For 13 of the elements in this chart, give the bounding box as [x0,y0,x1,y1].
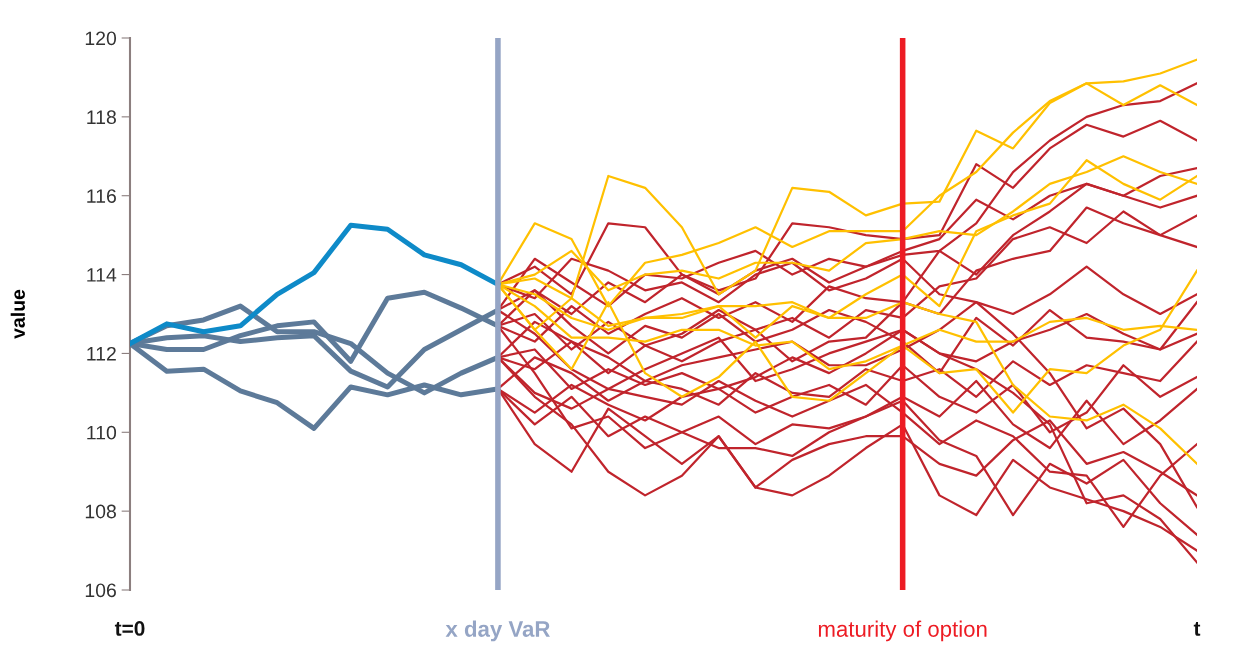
y-tick-label: 106 [85,583,116,598]
y-tick-label: 112 [87,346,116,361]
y-tick-label: 118 [87,110,116,125]
x-tick-label: t=0 [114,621,145,636]
x-tick-label: x day VaR [445,620,550,642]
y-tick-label: 114 [87,268,117,282]
y-tick-label: 110 [87,425,117,440]
x-tick-label: maturity of option [818,620,987,642]
y-axis-title: value [10,289,25,339]
x-tick-label: t [1193,622,1201,636]
y-tick-label: 116 [87,189,116,203]
y-tick-label: 108 [85,504,116,519]
y-tick-label: 120 [85,31,117,46]
